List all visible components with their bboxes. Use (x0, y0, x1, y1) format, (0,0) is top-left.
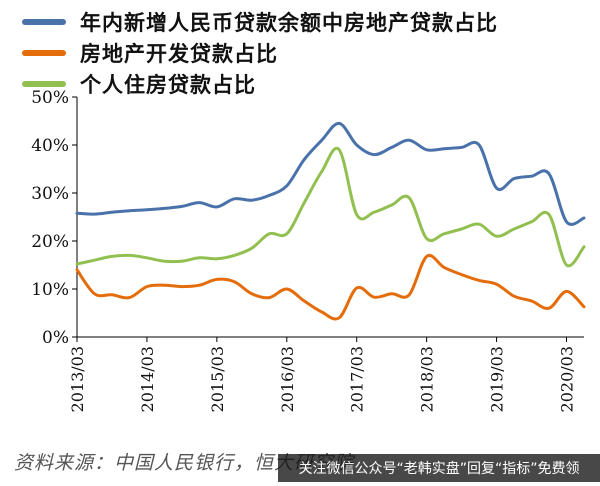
y-tick-label: 20% (31, 232, 69, 252)
legend-item-2: 房地产开发贷款占比 (22, 37, 498, 68)
x-tick-label: 2015/03 (208, 346, 227, 412)
y-tick-label: 50% (31, 88, 69, 108)
x-tick-label: 2018/03 (418, 346, 437, 412)
x-tick-label: 2019/03 (488, 346, 507, 412)
legend-item-3: 个人住房贷款占比 (22, 68, 498, 99)
source-note: 资料来源：中国人民银行，恒大研究院 (14, 452, 355, 474)
y-tick-label: 10% (31, 280, 69, 300)
x-tick-label: 2017/03 (348, 346, 367, 412)
series-line-3 (75, 146, 586, 268)
legend-label-2: 房地产开发贷款占比 (80, 41, 278, 66)
x-tick-label: 2014/03 (138, 346, 157, 412)
legend-label-3: 个人住房贷款占比 (80, 72, 256, 97)
x-tick-label: 2013/03 (68, 346, 87, 412)
series-line-1 (75, 121, 586, 226)
legend-swatch-1 (22, 18, 66, 25)
y-tick-label: 40% (31, 136, 69, 156)
legend: 年内新增人民币贷款余额中房地产贷款占比 房地产开发贷款占比 个人住房贷款占比 (22, 6, 498, 99)
watermark-banner: 关注微信公众号“老韩实盘”回复“指标”免费领 (278, 454, 600, 482)
series-line-2 (75, 253, 586, 321)
x-tick-label: 2016/03 (278, 346, 297, 412)
legend-label-1: 年内新增人民币贷款余额中房地产贷款占比 (80, 10, 498, 35)
legend-swatch-2 (22, 49, 66, 56)
y-tick-label: 0% (42, 328, 69, 348)
y-tick-label: 30% (31, 184, 69, 204)
legend-item-1: 年内新增人民币贷款余额中房地产贷款占比 (22, 6, 498, 37)
legend-swatch-3 (22, 80, 66, 87)
x-tick-label: 2020/03 (558, 346, 577, 412)
